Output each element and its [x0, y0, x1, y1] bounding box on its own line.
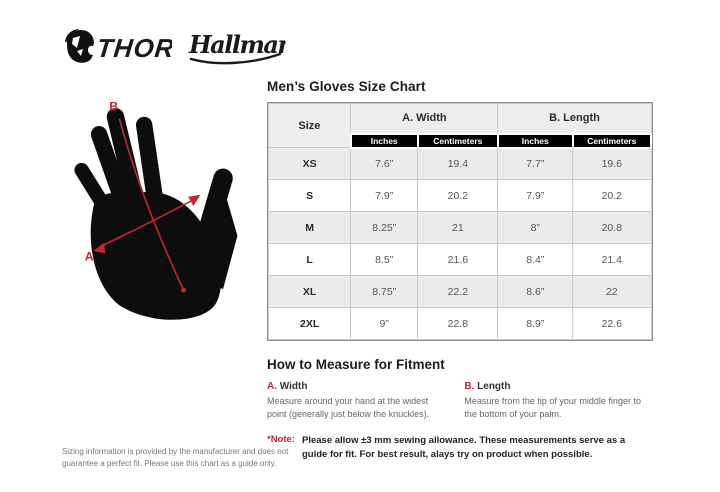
length-cm-cell: 21.4 [572, 243, 652, 276]
size-chart-title: Men’s Gloves Size Chart [267, 79, 426, 94]
size-cell: XL [267, 275, 352, 308]
size-cell: M [267, 211, 352, 244]
length-cm-cell: 22 [572, 275, 652, 308]
length-inches-cell: 8.6” [497, 275, 574, 308]
length-measure-line [118, 118, 187, 293]
width-cm-cell: 19.4 [417, 147, 499, 180]
hallman-logo: Hallman [186, 26, 286, 68]
width-cm-cell: 21 [417, 211, 499, 244]
thor-wordmark: THOR [95, 33, 172, 63]
subheader-width-inches: Inches [349, 132, 419, 149]
length-cm-cell: 19.6 [572, 147, 652, 180]
measure-b-prefix: B. [464, 381, 475, 392]
label-b: B [109, 100, 118, 114]
thor-helmet-icon [65, 29, 94, 63]
size-cell: S [267, 179, 352, 212]
measure-b-description: Measure from the tip of your middle fing… [464, 396, 641, 419]
glove-measurement-diagram: B A [56, 84, 261, 330]
size-row-m: M 8.25” 21 8” 20.8 [267, 211, 652, 244]
width-inches-cell: 8.5” [350, 243, 419, 276]
hallman-swash [189, 52, 282, 65]
col-header-size: Size [267, 103, 352, 148]
col-header-width: A. Width [350, 103, 499, 134]
subheader-length-centimeters: Centimeters [571, 132, 653, 149]
measure-section-title: How to Measure for Fitment [267, 357, 445, 372]
size-row-l: L 8.5” 21.6 8.4” 21.4 [267, 243, 652, 276]
width-cm-cell: 22.2 [417, 275, 499, 308]
thor-logo: THOR [64, 29, 172, 65]
width-inches-cell: 7.6” [350, 147, 419, 180]
note-label: *Note: [267, 434, 295, 446]
note-text: Please allow ±3 mm sewing allowance. The… [302, 435, 626, 460]
sewing-allowance-note: *Note: Please allow ±3 mm sewing allowan… [267, 434, 653, 462]
size-row-xl: XL 8.75” 22.2 8.6” 22 [267, 275, 652, 308]
size-row-s: S 7.9” 20.2 7.9” 20.2 [267, 179, 652, 212]
hallman-wordmark: Hallman [188, 30, 286, 59]
subheader-length-inches: Inches [496, 132, 574, 149]
sizing-disclaimer: Sizing information is provided by the ma… [62, 447, 289, 468]
label-a: A [85, 249, 94, 263]
size-cell: 2XL [267, 307, 352, 340]
hand-silhouette [74, 108, 238, 320]
size-chart-table: Size A. Width B. Length Inches Centimete… [267, 102, 653, 341]
measure-width-instructions: A. Width Measure around your hand at the… [267, 381, 440, 420]
how-to-measure-section: How to Measure for Fitment A. Width Meas… [267, 357, 653, 462]
measure-a-prefix: A. [267, 381, 277, 392]
col-header-length: B. Length [497, 103, 652, 134]
width-cm-cell: 20.2 [417, 179, 499, 212]
size-row-2xl: 2XL 9” 22.8 8.9” 22.6 [267, 307, 652, 340]
size-chart-section: Men’s Gloves Size Chart Size A. Width B.… [267, 79, 653, 462]
size-row-xs: XS 7.6” 19.4 7.7” 19.6 [267, 147, 652, 180]
length-inches-cell: 8” [497, 211, 574, 244]
length-inches-cell: 7.7” [497, 147, 574, 180]
width-inches-cell: 8.25” [350, 211, 419, 244]
measure-a-label: Width [279, 381, 308, 392]
width-cm-cell: 22.8 [417, 307, 499, 340]
length-inches-cell: 7.9” [497, 179, 574, 212]
length-cm-cell: 20.2 [572, 179, 652, 212]
size-cell: L [267, 243, 352, 276]
width-cm-cell: 21.6 [417, 243, 499, 276]
brand-logos: THOR Hallman [64, 26, 286, 68]
length-inches-cell: 8.4” [497, 243, 574, 276]
width-inches-cell: 9” [350, 307, 419, 340]
width-inches-cell: 7.9” [350, 179, 419, 212]
width-measure-line [92, 194, 201, 254]
measure-length-instructions: B. Length Measure from the tip of your m… [464, 381, 653, 420]
measure-a-description: Measure around your hand at the widest p… [267, 396, 430, 419]
length-cm-cell: 22.6 [572, 307, 652, 340]
size-cell: XS [267, 147, 352, 180]
subheader-width-centimeters: Centimeters [416, 132, 499, 149]
length-cm-cell: 20.8 [572, 211, 652, 244]
length-inches-cell: 8.9” [497, 307, 574, 340]
measure-b-label: Length [477, 381, 511, 392]
width-inches-cell: 8.75” [350, 275, 419, 308]
